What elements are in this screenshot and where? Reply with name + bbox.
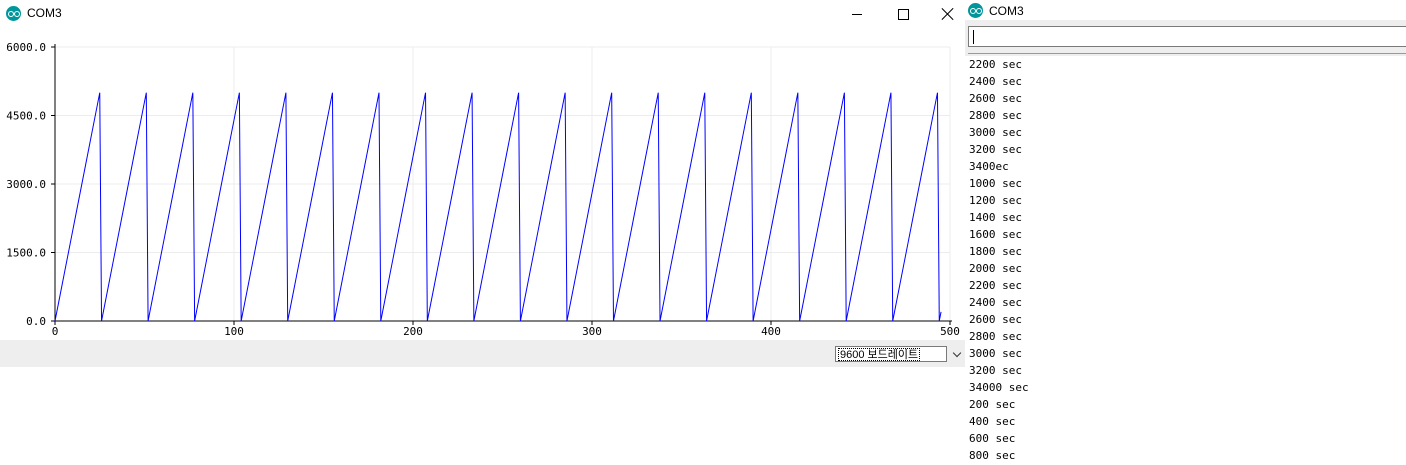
plotter-titlebar[interactable]: COM3 bbox=[0, 0, 965, 28]
baud-rate-dropdown[interactable] bbox=[949, 346, 964, 362]
x-tick-label: 200 bbox=[403, 325, 423, 338]
output-line: 3200 sec bbox=[969, 364, 1022, 377]
plotter-window-title: COM3 bbox=[27, 6, 62, 20]
output-line: 2600 sec bbox=[969, 313, 1022, 326]
send-input[interactable] bbox=[968, 26, 1406, 47]
output-line: 3000 sec bbox=[969, 347, 1022, 360]
minimize-button[interactable] bbox=[834, 0, 880, 28]
output-line: 34000 sec bbox=[969, 381, 1029, 394]
output-line: 2400 sec bbox=[969, 296, 1022, 309]
output-line: 800 sec bbox=[969, 449, 1016, 462]
y-tick-label: 6000.0 bbox=[6, 41, 46, 54]
arduino-logo-icon bbox=[6, 6, 21, 21]
close-icon bbox=[942, 8, 954, 20]
minimize-icon bbox=[852, 13, 862, 15]
output-line: 3200 sec bbox=[969, 143, 1022, 156]
output-line: 200 sec bbox=[969, 398, 1016, 411]
x-tick-label: 0 bbox=[52, 325, 59, 338]
output-line: 2400 sec bbox=[969, 75, 1022, 88]
baud-rate-select[interactable]: 9600 보드레이트 bbox=[835, 346, 947, 362]
output-line: 1600 sec bbox=[969, 228, 1022, 241]
text-caret bbox=[973, 30, 974, 44]
serial-plotter-window: COM3 0.0 1500.0 3000.0 4500.0 6000.0 0 100 200 3… bbox=[0, 0, 965, 465]
x-tick-label: 500 bbox=[940, 325, 960, 338]
plot-area: 0.0 1500.0 3000.0 4500.0 6000.0 0 100 200 300 400… bbox=[6, 41, 960, 338]
arduino-logo-icon bbox=[968, 3, 983, 18]
output-line: 2600 sec bbox=[969, 92, 1022, 105]
output-line: 1000 sec bbox=[969, 177, 1022, 190]
x-tick-label: 300 bbox=[582, 325, 602, 338]
output-line: 1800 sec bbox=[969, 245, 1022, 258]
serial-monitor-window: COM3 2200 sec 2400 sec 2600 sec 2800 sec 300… bbox=[965, 0, 1406, 465]
chevron-down-icon bbox=[952, 348, 961, 357]
output-line: 2800 sec bbox=[969, 109, 1022, 122]
monitor-window-title: COM3 bbox=[989, 4, 1024, 18]
divider bbox=[968, 53, 1406, 54]
x-tick-label: 400 bbox=[761, 325, 781, 338]
x-tick-label: 100 bbox=[224, 325, 244, 338]
y-tick-label: 4500.0 bbox=[6, 110, 46, 123]
output-line: 2800 sec bbox=[969, 330, 1022, 343]
maximize-icon bbox=[897, 8, 909, 20]
baud-rate-value: 9600 보드레이트 bbox=[838, 348, 921, 361]
maximize-button[interactable] bbox=[880, 0, 926, 28]
output-line: 2000 sec bbox=[969, 262, 1022, 275]
output-line: 1200 sec bbox=[969, 194, 1022, 207]
y-tick-label: 1500.0 bbox=[6, 247, 46, 260]
output-line: 3400ec bbox=[969, 160, 1009, 173]
serial-output[interactable]: 2200 sec 2400 sec 2600 sec 2800 sec 3000 sec… bbox=[969, 56, 1399, 464]
output-line: 1400 sec bbox=[969, 211, 1022, 224]
output-line: 400 sec bbox=[969, 415, 1016, 428]
output-line: 2200 sec bbox=[969, 279, 1022, 292]
y-tick-label: 0.0 bbox=[26, 315, 46, 328]
output-line: 2200 sec bbox=[969, 58, 1022, 71]
y-tick-label: 3000.0 bbox=[6, 178, 46, 191]
output-line: 3000 sec bbox=[969, 126, 1022, 139]
series-line bbox=[54, 92, 942, 322]
output-line: 600 sec bbox=[969, 432, 1016, 445]
monitor-toolbar bbox=[965, 20, 1406, 56]
plotter-bottom-bar: 9600 보드레이트 bbox=[0, 340, 965, 367]
